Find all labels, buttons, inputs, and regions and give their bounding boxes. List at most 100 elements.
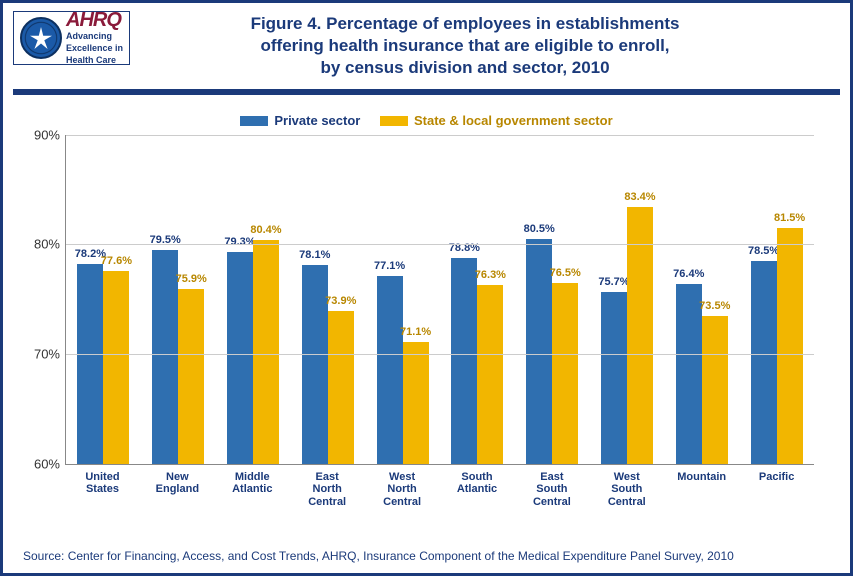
x-tick-label: UnitedStates <box>65 469 140 509</box>
bar-value-label: 73.9% <box>325 295 356 307</box>
bar-group: 79.3%80.4% <box>216 135 291 464</box>
bar-group: 78.8%76.3% <box>440 135 515 464</box>
y-tick-label: 90% <box>20 127 60 142</box>
bar-govt: 81.5% <box>777 228 803 464</box>
chart-plot-area: 78.2%77.6%79.5%75.9%79.3%80.4%78.1%73.9%… <box>65 135 814 465</box>
x-tick-label: SouthAtlantic <box>440 469 515 509</box>
bar-private: 78.5% <box>751 261 777 464</box>
gridline <box>66 244 814 245</box>
ahrq-tagline-3: Health Care <box>66 56 123 66</box>
x-tick-label-line: England <box>142 483 213 496</box>
bar-value-label: 75.7% <box>598 276 629 288</box>
bar-value-label: 77.6% <box>101 255 132 267</box>
x-tick-label-line: Central <box>516 496 587 509</box>
bar-private: 78.1% <box>302 265 328 463</box>
bar-private: 76.4% <box>676 284 702 464</box>
x-tick-label-line: South <box>516 483 587 496</box>
bar-value-label: 81.5% <box>774 212 805 224</box>
bar-group: 78.2%77.6% <box>66 135 141 464</box>
bar-value-label: 77.1% <box>374 260 405 272</box>
x-tick-label: Mountain <box>664 469 739 509</box>
legend-item-private: Private sector <box>240 113 360 128</box>
gridline <box>66 354 814 355</box>
source-text: Source: Center for Financing, Access, an… <box>23 549 734 563</box>
bar-value-label: 79.3% <box>224 236 255 248</box>
bar-govt: 76.3% <box>477 285 503 464</box>
bar-value-label: 71.1% <box>400 326 431 338</box>
bar-govt: 75.9% <box>178 289 204 463</box>
x-tick-label-line: Mountain <box>666 471 737 484</box>
x-tick-label-line: Central <box>367 496 438 509</box>
bar-group: 76.4%73.5% <box>664 135 739 464</box>
ahrq-logo-block: AHRQ Advancing Excellence in Health Care <box>66 10 123 66</box>
x-tick-label: EastNorthCentral <box>290 469 365 509</box>
bar-govt: 80.4% <box>253 240 279 464</box>
x-tick-label-line: Middle <box>217 471 288 484</box>
x-tick-label: MiddleAtlantic <box>215 469 290 509</box>
bar-value-label: 83.4% <box>624 191 655 203</box>
legend-label-private: Private sector <box>274 113 360 128</box>
x-tick-label-line: United <box>67 471 138 484</box>
bar-private: 77.1% <box>377 276 403 464</box>
title-line-2: offering health insurance that are eligi… <box>130 35 800 57</box>
x-tick-label-line: East <box>516 471 587 484</box>
bar-value-label: 78.8% <box>449 242 480 254</box>
x-tick-label-line: North <box>292 483 363 496</box>
x-tick-label: WestSouthCentral <box>589 469 664 509</box>
bar-group: 78.5%81.5% <box>739 135 814 464</box>
x-axis-labels: UnitedStatesNewEnglandMiddleAtlanticEast… <box>65 469 814 509</box>
x-tick-label-line: West <box>591 471 662 484</box>
legend-swatch-private <box>240 116 268 126</box>
bar-private: 79.5% <box>152 250 178 464</box>
y-tick-label: 60% <box>20 456 60 471</box>
legend: Private sector State & local government … <box>3 113 850 129</box>
x-tick-label: Pacific <box>739 469 814 509</box>
gridline <box>66 135 814 136</box>
bar-govt: 73.9% <box>328 311 354 463</box>
bar-value-label: 73.5% <box>699 300 730 312</box>
logo-box: AHRQ Advancing Excellence in Health Care <box>13 11 130 65</box>
bar-group: 77.1%71.1% <box>365 135 440 464</box>
x-tick-label-line: Pacific <box>741 471 812 484</box>
figure-frame: AHRQ Advancing Excellence in Health Care… <box>0 0 853 576</box>
x-tick-label-line: New <box>142 471 213 484</box>
x-tick-label-line: North <box>367 483 438 496</box>
bar-group: 79.5%75.9% <box>141 135 216 464</box>
header-divider <box>13 89 840 95</box>
x-tick-label-line: South <box>442 471 513 484</box>
legend-label-govt: State & local government sector <box>414 113 613 128</box>
hhs-seal-icon <box>20 17 62 59</box>
bar-govt: 71.1% <box>403 342 429 464</box>
x-tick-label-line: Central <box>591 496 662 509</box>
y-tick-label: 80% <box>20 237 60 252</box>
bar-private: 75.7% <box>601 292 627 464</box>
bars-container: 78.2%77.6%79.5%75.9%79.3%80.4%78.1%73.9%… <box>66 135 814 464</box>
x-tick-label-line: Central <box>292 496 363 509</box>
bar-private: 78.8% <box>451 258 477 464</box>
x-tick-label-line: States <box>67 483 138 496</box>
legend-swatch-govt <box>380 116 408 126</box>
legend-item-govt: State & local government sector <box>380 113 613 128</box>
x-tick-label-line: South <box>591 483 662 496</box>
bar-value-label: 75.9% <box>176 273 207 285</box>
bar-govt: 76.5% <box>552 283 578 464</box>
bar-group: 78.1%73.9% <box>290 135 365 464</box>
x-tick-label: WestNorthCentral <box>365 469 440 509</box>
x-tick-label: NewEngland <box>140 469 215 509</box>
bar-govt: 73.5% <box>702 316 728 464</box>
bar-value-label: 80.5% <box>524 223 555 235</box>
bar-govt: 83.4% <box>627 207 653 464</box>
bar-private: 79.3% <box>227 252 253 464</box>
bar-value-label: 78.5% <box>748 245 779 257</box>
bar-value-label: 80.4% <box>250 224 281 236</box>
bar-private: 80.5% <box>526 239 552 464</box>
bar-group: 75.7%83.4% <box>590 135 665 464</box>
x-tick-label-line: West <box>367 471 438 484</box>
title-line-3: by census division and sector, 2010 <box>130 57 800 79</box>
chart-title: Figure 4. Percentage of employees in est… <box>130 11 840 79</box>
bar-private: 78.2% <box>77 264 103 464</box>
x-tick-label: EastSouthCentral <box>514 469 589 509</box>
x-tick-label-line: Atlantic <box>442 483 513 496</box>
ahrq-logo-text: AHRQ <box>66 10 123 30</box>
title-line-1: Figure 4. Percentage of employees in est… <box>130 13 800 35</box>
